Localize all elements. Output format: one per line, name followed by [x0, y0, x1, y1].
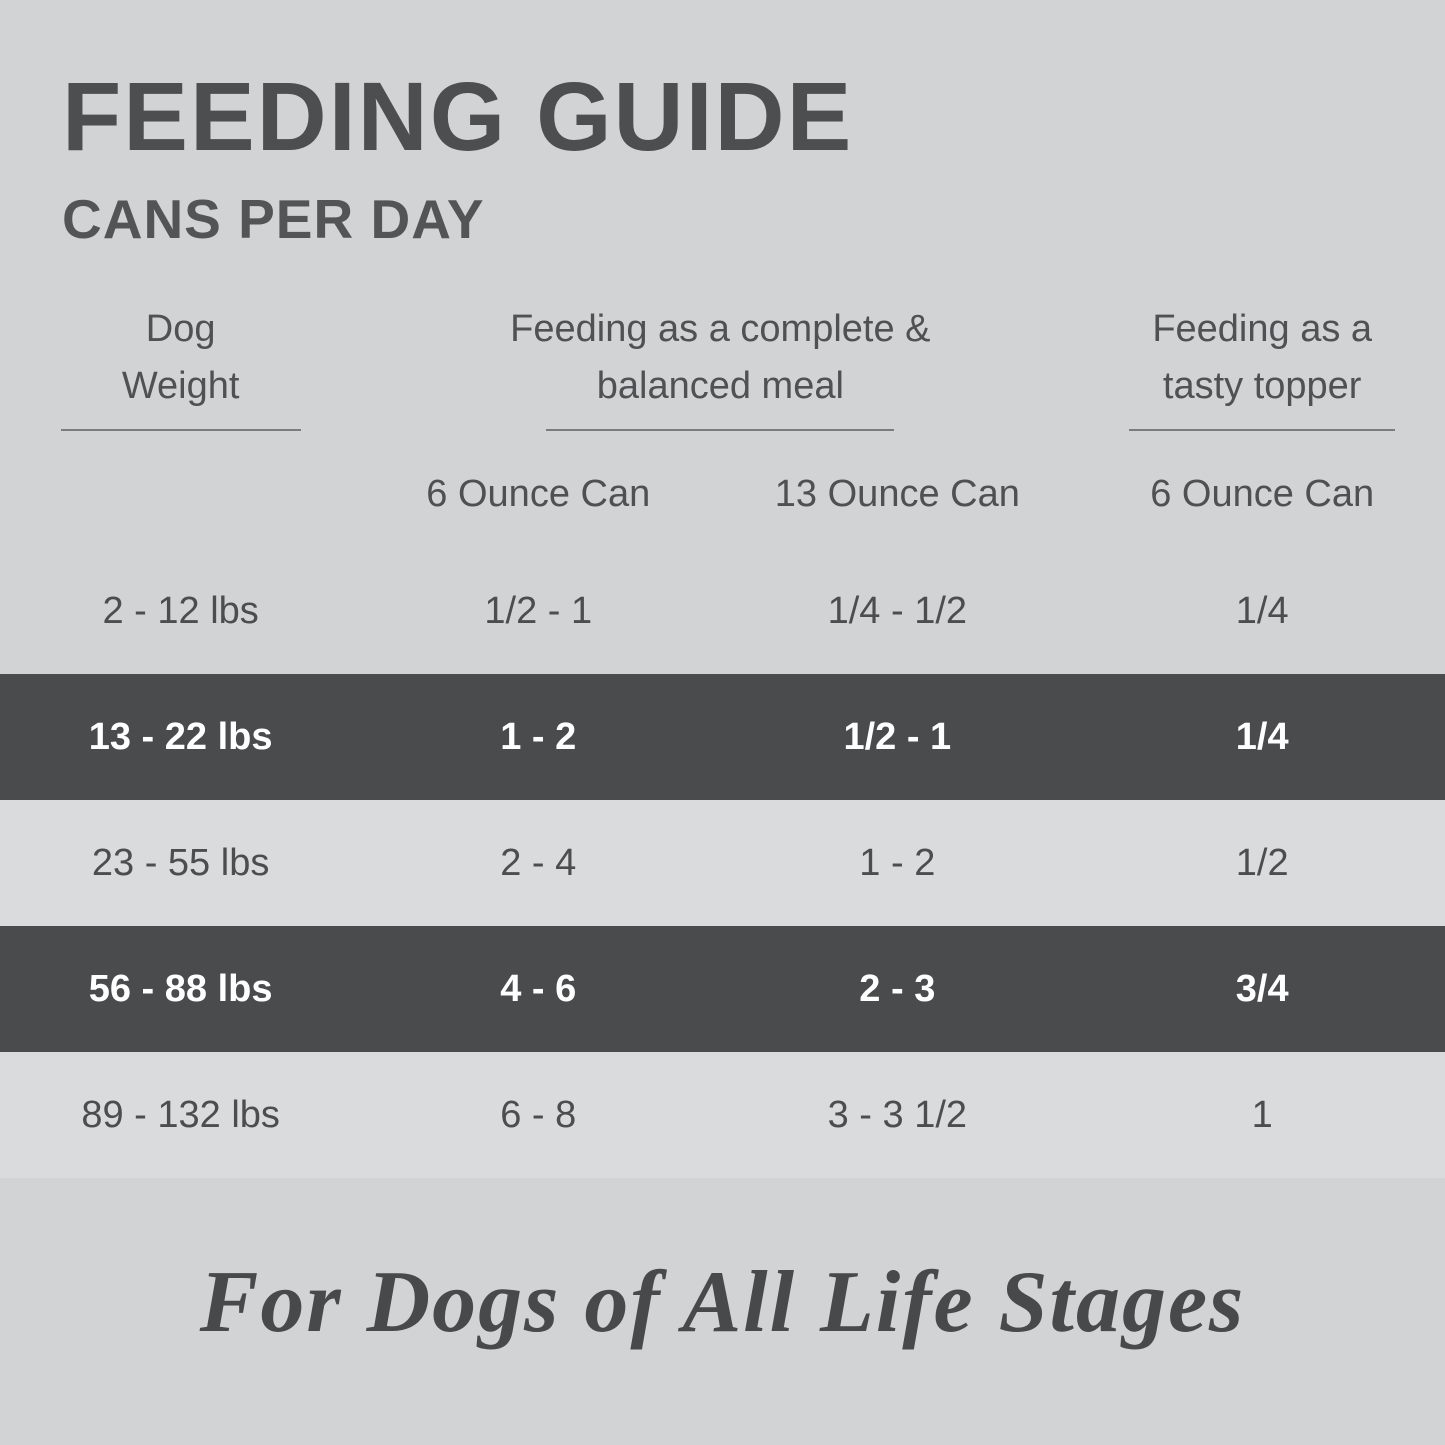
column-header-complete-meal-line2: balanced meal [596, 365, 844, 407]
cell-meal-13oz: 1/2 - 1 [843, 715, 952, 758]
column-header-tasty-topper: Feeding as a tasty topper [1079, 301, 1445, 431]
cell-topper-6oz: 3/4 [1235, 967, 1289, 1010]
cell-meal-6oz: 1 - 2 [500, 715, 577, 758]
table-row-highlighted: 56 - 88 lbs 4 - 6 2 - 3 3/4 [0, 926, 1445, 1052]
table-row: 89 - 132 lbs 6 - 8 3 - 3 1/2 1 [0, 1052, 1445, 1178]
cell-meal-13oz: 2 - 3 [859, 967, 936, 1010]
cell-topper-6oz: 1 [1251, 1093, 1273, 1136]
life-stages-script-text: For Dogs of All Life Stages [199, 1254, 1246, 1351]
table-row: 2 - 12 lbs 1/2 - 1 1/4 - 1/2 1/4 [0, 548, 1445, 674]
column-header-dog-weight-line1: Dog [145, 308, 216, 350]
cell-meal-13oz: 1/4 - 1/2 [827, 589, 968, 632]
table-row: 23 - 55 lbs 2 - 4 1 - 2 1/2 [0, 800, 1445, 926]
column-headers: Dog Weight Feeding as a complete & balan… [0, 301, 1445, 431]
cell-weight: 23 - 55 lbs [91, 841, 270, 884]
cell-weight: 2 - 12 lbs [102, 589, 259, 632]
column-header-tasty-topper-line1: Feeding as a [1152, 308, 1373, 350]
subheader-topper-6oz: 6 Ounce Can [1150, 473, 1375, 515]
cell-weight: 89 - 132 lbs [81, 1093, 280, 1136]
column-header-dog-weight: Dog Weight [0, 301, 361, 431]
subheader-spacer [0, 473, 361, 516]
cell-topper-6oz: 1/2 [1235, 841, 1289, 884]
cell-meal-13oz: 1 - 2 [859, 841, 936, 884]
column-header-complete-meal: Feeding as a complete & balanced meal [361, 301, 1079, 431]
table-row-highlighted: 13 - 22 lbs 1 - 2 1/2 - 1 1/4 [0, 674, 1445, 800]
underline-dog-weight [60, 429, 301, 431]
subheader-meal-6oz: 6 Ounce Can [426, 473, 651, 515]
cell-meal-6oz: 2 - 4 [500, 841, 577, 884]
underline-tasty-topper [1129, 429, 1396, 431]
cell-weight: 13 - 22 lbs [88, 715, 273, 758]
cell-meal-6oz: 6 - 8 [500, 1093, 577, 1136]
cell-topper-6oz: 1/4 [1235, 589, 1289, 632]
subcolumn-headers: 6 Ounce Can 13 Ounce Can 6 Ounce Can [0, 473, 1445, 516]
cell-weight: 56 - 88 lbs [88, 967, 273, 1010]
column-header-dog-weight-line2: Weight [121, 365, 240, 407]
column-header-complete-meal-line1: Feeding as a complete & [510, 308, 931, 350]
cell-topper-6oz: 1/4 [1235, 715, 1289, 758]
column-header-tasty-topper-line2: tasty topper [1162, 365, 1362, 407]
page-subtitle: CANS PER DAY [62, 188, 485, 250]
table-body: 2 - 12 lbs 1/2 - 1 1/4 - 1/2 1/4 13 - 22… [0, 548, 1445, 1178]
cell-meal-13oz: 3 - 3 1/2 [827, 1093, 968, 1136]
cell-meal-6oz: 4 - 6 [500, 967, 577, 1010]
subheader-meal-13oz: 13 Ounce Can [774, 473, 1020, 515]
underline-complete-meal [546, 429, 895, 431]
header: FEEDING GUIDE CANS PER DAY [0, 0, 1445, 251]
page-title: FEEDING GUIDE [62, 62, 854, 171]
cell-meal-6oz: 1/2 - 1 [484, 589, 593, 632]
